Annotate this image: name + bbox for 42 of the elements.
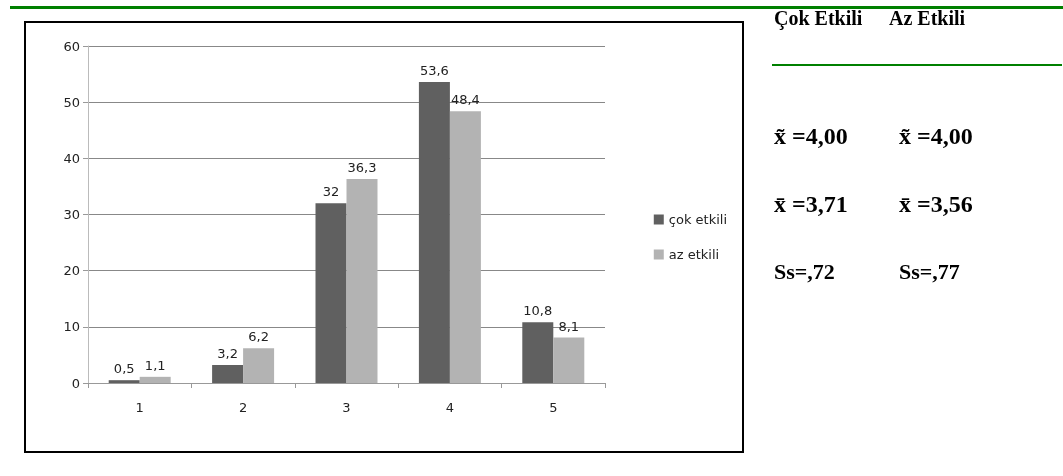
text: x̃ =4,00 [774,122,849,151]
text: x̄ =3,71 [774,190,849,219]
bar [243,348,275,383]
y-tick-label: 50 [63,94,80,110]
text: Çok Etkili [774,6,864,30]
x-tick-label: 2 [238,400,248,415]
y-tick-label: 0 [71,375,80,391]
bar [418,81,450,383]
y-tick-label: 30 [63,207,80,222]
data-label: 53,6 [419,62,449,78]
data-label: 32 [322,184,340,200]
data-label: 8,1 [558,318,580,334]
bar [315,203,347,383]
data-label: 1,1 [144,357,166,373]
x-tick-label: 5 [549,400,558,415]
data-label: 36,3 [347,160,377,176]
bar [212,365,244,383]
y-tick-label: 40 [63,150,80,166]
text: x̄ =3,56 [899,190,974,219]
data-label: 10,8 [523,303,553,319]
y-tick-label: 10 [63,319,80,335]
x-tick-label: 4 [445,400,455,415]
bar [553,337,585,383]
data-label: 3,2 [217,346,238,362]
x-tick-label: 3 [342,400,351,415]
legend-label: çok etkili [668,212,728,227]
text: Az Etkili [889,6,967,30]
y-tick-label: 60 [63,38,80,54]
text: x̃ =4,00 [899,122,974,151]
bar [522,322,554,383]
data-label: 48,4 [450,92,480,108]
x-tick-label: 1 [135,400,144,415]
bar [108,380,140,383]
legend-label: az etkili [668,247,720,262]
data-label: 0,5 [113,361,135,377]
y-tick-label: 20 [63,263,80,279]
data-label: 6,2 [248,329,269,345]
bar [139,376,171,383]
bar [449,111,481,383]
text: Ss=,72 [774,258,836,286]
text: Ss=,77 [899,258,961,286]
bar [346,179,378,383]
